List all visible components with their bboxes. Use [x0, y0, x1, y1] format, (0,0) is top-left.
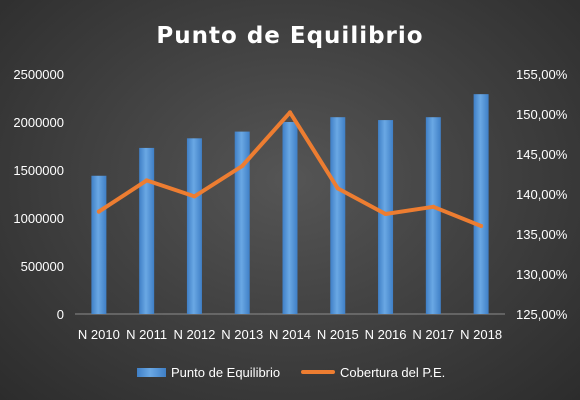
- line-point: [335, 186, 340, 191]
- left-tick-label: 500000: [21, 259, 64, 274]
- legend-label-line: Cobertura del P.E.: [340, 365, 445, 380]
- bar: [282, 122, 298, 314]
- bar: [378, 120, 394, 314]
- right-tick-label: 150,00%: [516, 107, 568, 122]
- left-tick-label: 0: [57, 307, 64, 322]
- chart-title: Punto de Equilibrio: [156, 23, 423, 49]
- bar: [425, 117, 441, 314]
- line-point: [479, 224, 484, 228]
- x-tick-label: N 2014: [269, 327, 311, 342]
- x-tick-label: N 2013: [221, 327, 263, 342]
- x-tick-label: N 2016: [365, 327, 407, 342]
- bar: [139, 147, 155, 314]
- line-point: [288, 110, 292, 115]
- line-point: [240, 164, 245, 168]
- line-series: [96, 110, 484, 228]
- x-tick-label: N 2012: [173, 327, 215, 342]
- x-tick-label: N 2010: [78, 327, 120, 342]
- line-point: [96, 209, 101, 214]
- x-tick-label: N 2015: [317, 327, 359, 342]
- line-point: [383, 212, 388, 216]
- x-tick-label: N 2017: [412, 327, 454, 342]
- right-axis-ticks: 125,00% 130,00% 135,00% 140,00% 145,00% 150,0…: [516, 67, 568, 322]
- left-tick-label: 1500000: [13, 163, 64, 178]
- line-point: [144, 178, 149, 183]
- bar: [330, 117, 346, 314]
- bar: [234, 131, 250, 314]
- bar-series: [91, 94, 489, 314]
- bar: [473, 94, 489, 314]
- bar: [91, 175, 107, 314]
- line-point: [192, 194, 197, 199]
- legend-label-bar: Punto de Equilibrio: [171, 365, 280, 380]
- left-axis-ticks: 0 500000 1000000 1500000 2000000 2500000: [13, 67, 64, 322]
- legend-swatch-bar: [137, 368, 166, 377]
- x-tick-label: N 2018: [460, 327, 502, 342]
- x-axis-ticks: N 2010 N 2011 N 2012 N 2013 N 2014 N 2015 N 20…: [78, 327, 502, 342]
- x-tick-label: N 2011: [126, 327, 167, 342]
- legend: Punto de Equilibrio Cobertura del P.E.: [137, 365, 445, 380]
- right-tick-label: 140,00%: [516, 187, 568, 202]
- line-point: [431, 204, 436, 209]
- left-tick-label: 1000000: [13, 211, 64, 226]
- left-tick-label: 2000000: [13, 115, 64, 130]
- right-tick-label: 125,00%: [516, 307, 568, 322]
- right-tick-label: 155,00%: [516, 67, 568, 82]
- left-tick-label: 2500000: [13, 67, 64, 82]
- bar: [186, 138, 202, 314]
- right-tick-label: 145,00%: [516, 147, 568, 162]
- right-tick-label: 130,00%: [516, 267, 568, 282]
- right-tick-label: 135,00%: [516, 227, 568, 242]
